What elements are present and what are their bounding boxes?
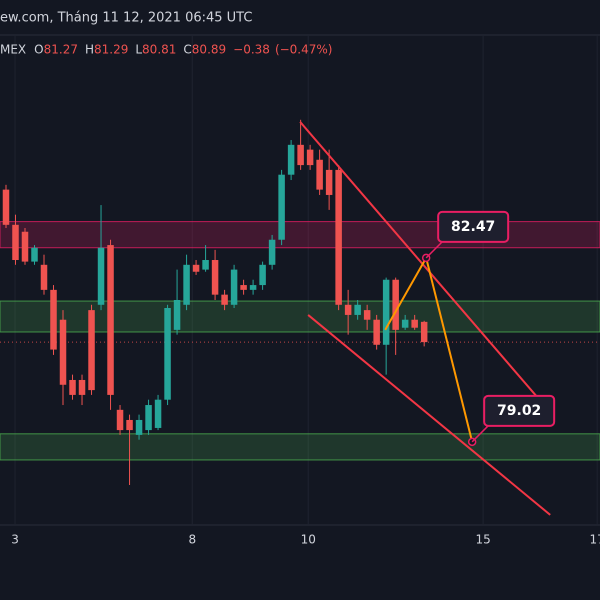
x-tick-label: 10 bbox=[301, 533, 316, 547]
label-box bbox=[437, 210, 510, 243]
candle-body bbox=[316, 159, 323, 190]
candle-body bbox=[373, 319, 380, 345]
trendline bbox=[299, 121, 549, 411]
candle-body bbox=[40, 264, 48, 290]
legend-text: 80.89 bbox=[192, 43, 226, 57]
price-zone bbox=[0, 221, 600, 249]
candle-body bbox=[240, 285, 247, 290]
x-tick-label: 17 bbox=[590, 533, 600, 547]
trendline bbox=[307, 314, 551, 516]
grid bbox=[14, 35, 598, 525]
candle-body bbox=[31, 247, 38, 262]
candle-body bbox=[382, 279, 390, 345]
candle-body bbox=[97, 247, 105, 305]
candle-body bbox=[12, 224, 19, 261]
candle-body bbox=[411, 319, 418, 328]
header-text: ew.com, Tháng 11 12, 2021 06:45 UTC bbox=[0, 11, 252, 26]
x-tick-label: 15 bbox=[475, 533, 490, 547]
candle-body bbox=[173, 299, 181, 330]
candle-body bbox=[278, 174, 285, 240]
candle-body bbox=[59, 319, 67, 385]
candle-body bbox=[107, 245, 114, 395]
candle-body bbox=[249, 285, 257, 290]
candle-body bbox=[192, 264, 200, 272]
candle-body bbox=[116, 409, 124, 431]
candle-body bbox=[50, 289, 57, 350]
candle-body bbox=[392, 279, 399, 330]
label-connector bbox=[471, 425, 489, 443]
candle-body bbox=[126, 419, 133, 431]
price-label: 82.47 bbox=[451, 219, 495, 235]
legend-text: L bbox=[135, 43, 142, 57]
legend-text: 81.27 bbox=[44, 43, 78, 57]
candle-body bbox=[354, 304, 361, 315]
candle-body bbox=[211, 260, 219, 295]
candle-body bbox=[183, 264, 190, 305]
candle-body bbox=[297, 144, 304, 166]
legend-text: O bbox=[34, 43, 43, 57]
legend-text: H bbox=[85, 43, 94, 57]
candle-body bbox=[401, 319, 409, 328]
legend-text: 80.81 bbox=[142, 43, 176, 57]
legend-text: −0.38 bbox=[233, 43, 270, 57]
candle-body bbox=[335, 169, 342, 305]
candle-body bbox=[145, 405, 152, 431]
candle-body bbox=[230, 269, 238, 305]
candle-body bbox=[259, 264, 266, 286]
candle-body bbox=[325, 169, 333, 195]
candle-body bbox=[78, 379, 86, 395]
label-box bbox=[483, 394, 556, 427]
candle-body bbox=[221, 294, 228, 305]
candle-body bbox=[2, 189, 10, 225]
candle-body bbox=[287, 144, 295, 175]
candle-body bbox=[164, 307, 171, 400]
legend-text: C bbox=[183, 43, 191, 57]
label-connector bbox=[425, 241, 443, 259]
ohlc-legend: MEX O 81.27 H 81.29 L 80.81 C 80.89 −0.38 (−0.47%) bbox=[0, 43, 332, 57]
legend-text: MEX bbox=[0, 43, 26, 57]
x-tick-label: 3 bbox=[11, 533, 19, 547]
candle-body bbox=[154, 399, 162, 428]
candle-body bbox=[420, 321, 428, 343]
candle-body bbox=[202, 260, 209, 270]
legend-text: (−0.47%) bbox=[275, 43, 333, 57]
price-zone bbox=[0, 433, 600, 461]
candle-body bbox=[268, 239, 276, 265]
candle-body bbox=[344, 304, 352, 315]
candle-body bbox=[306, 149, 314, 166]
candle-body bbox=[69, 379, 76, 395]
candle-body bbox=[363, 310, 371, 320]
legend-text: 81.29 bbox=[94, 43, 128, 57]
candle-body bbox=[21, 231, 29, 262]
price-label: 79.02 bbox=[497, 403, 541, 419]
candle-body bbox=[88, 310, 95, 391]
candle-body bbox=[135, 419, 143, 435]
x-tick-label: 8 bbox=[188, 533, 196, 547]
price-zone bbox=[0, 300, 600, 333]
